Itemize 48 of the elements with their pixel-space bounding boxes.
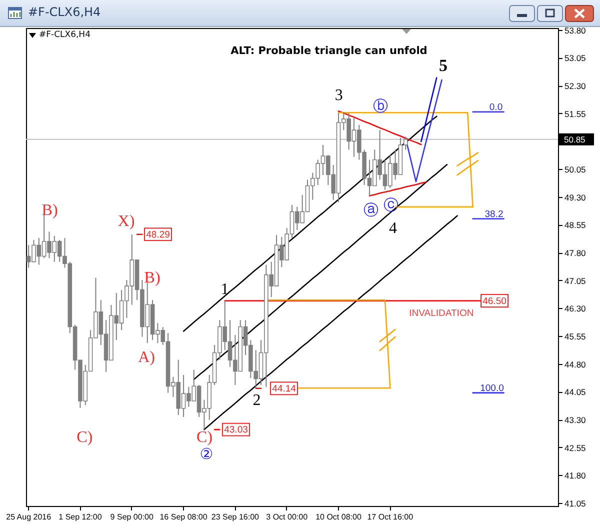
annotation: ⓒ (384, 196, 399, 214)
x-tick-label: 1 Sep 12:00 (58, 512, 102, 522)
annotation: 1 (220, 281, 229, 298)
y-tick-label: 48.55 (564, 220, 586, 230)
chart-subtitle: #F-CLX6,H4 (39, 30, 90, 40)
annotation: 4 (389, 220, 397, 237)
y-tick-label: 46.30 (564, 304, 586, 314)
annotation: 5 (439, 56, 448, 75)
ref-line-label: 50.85 (564, 134, 586, 144)
annotation: C) (76, 429, 93, 446)
text: #F-CLX6,H4 (28, 5, 101, 19)
x-tick-label: 9 Sep 00:00 (110, 512, 154, 522)
x-tick-label: 16 Sep 08:00 (160, 512, 208, 522)
annotation: ⓐ (363, 201, 378, 219)
y-tick-label: 47.05 (564, 276, 586, 286)
y-tick-label: 47.80 (564, 248, 586, 258)
annotation: 2 (252, 392, 261, 409)
annotation: INVALIDATION (409, 308, 474, 319)
text: ALT: Probable triangle can unfold (230, 45, 428, 57)
annotation: ② (200, 445, 214, 463)
y-tick-label: 44.05 (564, 387, 586, 398)
annotation: ⓑ (373, 97, 388, 115)
x-tick-label: 3 Oct 00:00 (266, 512, 308, 522)
annotation: 38.2 (484, 208, 504, 220)
y-tick-label: 45.55 (564, 332, 586, 342)
y-tick-label: 53.05 (564, 53, 586, 64)
y-tick-label: 41.05 (564, 498, 586, 509)
y-tick-label: 53.80 (564, 25, 586, 36)
annotation: B) (42, 202, 58, 219)
x-tick-label: 23 Sep 16:00 (211, 512, 260, 522)
y-tick-label: 42.55 (564, 442, 586, 453)
x-tick-label: 25 Aug 2016 (6, 512, 52, 522)
y-tick-label: 44.80 (564, 359, 586, 370)
annotation: C) (196, 429, 212, 446)
annotation: 0.0 (489, 102, 503, 113)
x-tick-label: 10 Oct 08:00 (316, 512, 362, 522)
y-tick-label: 51.55 (564, 108, 586, 119)
annotation: 3 (334, 87, 343, 104)
y-tick-label: 43.30 (564, 415, 586, 426)
y-tick-label: 52.30 (564, 81, 586, 92)
annotation: 100.0 (480, 382, 504, 394)
y-tick-label: 49.30 (564, 192, 586, 202)
annotation: X) (118, 213, 135, 230)
y-tick-label: 41.80 (564, 470, 586, 481)
x-tick-label: 17 Oct 16:00 (367, 512, 414, 522)
y-tick-label: 50.05 (564, 164, 586, 175)
annotation: A) (138, 349, 155, 366)
annotation: B) (144, 270, 160, 286)
